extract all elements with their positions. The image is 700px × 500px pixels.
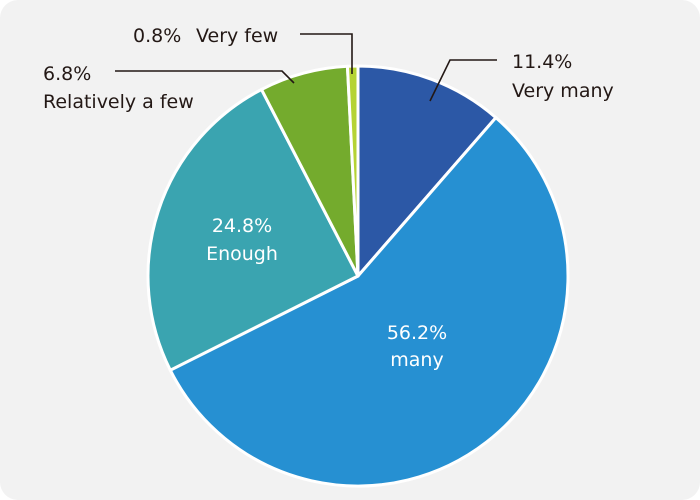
slice-value-label-very-few: 0.8% [133, 25, 181, 47]
pie-slices [146, 64, 570, 488]
slice-value-label-enough: 24.8% [212, 215, 272, 237]
leader-lines [115, 33, 497, 102]
slice-value-label-relatively-a-few: 6.8% [43, 63, 91, 85]
leader-line-very-few [300, 33, 353, 74]
leader-line-very-many [429, 59, 497, 102]
slice-category-label-very-many: Very many [512, 80, 614, 102]
pie-slice-enough [146, 87, 360, 372]
pie-labels: 11.4% Very many 56.2% many 24.8% Enough … [43, 25, 614, 371]
slice-category-label-relatively-a-few: Relatively a few [43, 91, 194, 113]
leader-line-relatively-a-few [115, 70, 295, 84]
slice-value-label-many: 56.2% [387, 322, 447, 344]
slice-category-label-enough: Enough [206, 243, 278, 265]
slice-value-label-very-many: 11.4% [512, 51, 572, 73]
slice-category-label-many: many [390, 349, 443, 371]
slice-category-label-very-few: Very few [196, 25, 278, 47]
pie-slice-very-many [356, 64, 498, 278]
pie-slice-many [168, 116, 570, 488]
